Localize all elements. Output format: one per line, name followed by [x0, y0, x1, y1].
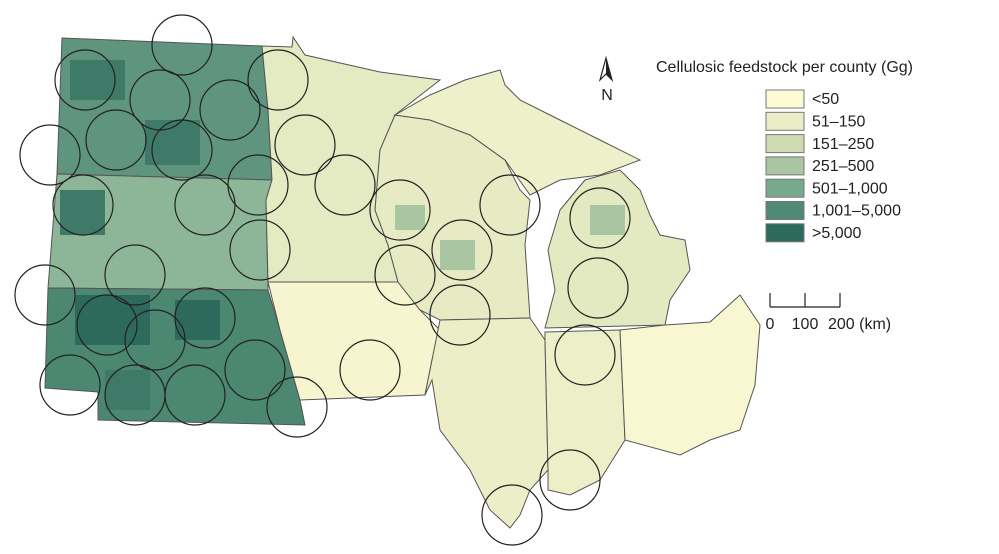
region-circle — [369, 179, 431, 241]
north-label: N — [601, 87, 613, 104]
legend-swatch — [765, 223, 805, 243]
region-circle — [539, 449, 601, 511]
region-circle — [431, 219, 493, 281]
county-patch — [175, 300, 220, 340]
county-patch — [60, 190, 105, 235]
legend-swatch — [765, 178, 805, 198]
county-patch — [440, 240, 475, 270]
states — [44, 35, 761, 529]
region-circle — [85, 109, 147, 171]
legend-label: 251–500 — [812, 158, 874, 175]
legend-title: Cellulosic feedstock per county (Gg) — [656, 59, 913, 76]
county-patch — [70, 60, 125, 100]
scale-label: 200 (km) — [828, 316, 891, 333]
region-circle — [52, 174, 114, 236]
legend: <50 51–150 151–250 251–500 501–1,000 1,001–5,… — [765, 89, 901, 243]
region-circle — [554, 324, 616, 386]
region-circle — [199, 79, 261, 141]
scale-label: 100 — [792, 316, 819, 333]
county-patch — [75, 295, 150, 345]
county-patch — [105, 370, 150, 410]
region-circle — [14, 264, 76, 326]
ohio — [619, 294, 761, 456]
region-circle — [227, 154, 289, 216]
region-circle — [314, 154, 376, 216]
region-circle — [174, 287, 236, 349]
county-patch — [590, 205, 625, 235]
region-circle — [374, 244, 436, 306]
illinois — [424, 317, 549, 529]
north-arrow — [606, 58, 612, 80]
region-circle — [76, 294, 138, 356]
region-circle — [151, 14, 213, 76]
scale-label: 0 — [766, 316, 775, 333]
circles — [14, 14, 631, 546]
legend-swatch — [765, 111, 805, 131]
region-circle — [429, 284, 491, 346]
legend-swatch — [765, 201, 805, 220]
legend-swatch — [765, 156, 805, 176]
region-circle — [151, 119, 213, 181]
region-circle — [229, 219, 291, 281]
legend-label: 151–250 — [812, 136, 874, 153]
county-patch — [395, 205, 425, 230]
region-circle — [481, 484, 543, 546]
legend-label: 501–1,000 — [812, 180, 888, 197]
region-circle — [247, 49, 309, 111]
region-circle — [54, 49, 116, 111]
indiana — [544, 329, 626, 496]
region-circle — [567, 257, 629, 319]
legend-label: <50 — [812, 91, 839, 108]
michigan-upper — [393, 69, 642, 196]
region-circle — [104, 244, 166, 306]
scale-bar — [769, 293, 841, 308]
legend-label: >5,000 — [812, 225, 861, 242]
region-circle — [339, 339, 401, 401]
region-circle — [39, 354, 101, 416]
legend-swatch — [765, 89, 805, 109]
region-circle — [19, 124, 81, 186]
region-circle — [274, 114, 336, 176]
michigan-lower — [544, 169, 691, 329]
legend-label: 51–150 — [812, 114, 865, 131]
region-circle — [266, 376, 328, 438]
region-circle — [224, 339, 286, 401]
legend-label: 1,001–5,000 — [812, 203, 901, 220]
region-circle — [164, 364, 226, 426]
region-circle — [479, 174, 541, 236]
legend-swatch — [765, 134, 805, 154]
region-circle — [569, 187, 631, 249]
